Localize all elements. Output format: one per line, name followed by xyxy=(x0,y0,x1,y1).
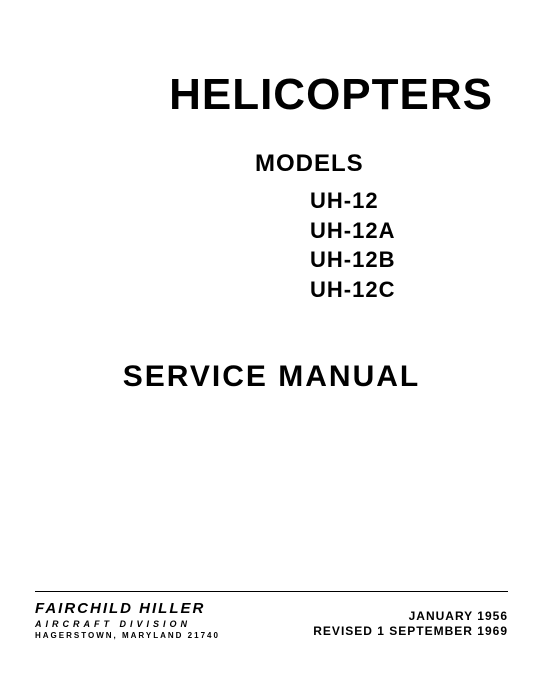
document-title: HELICOPTERS xyxy=(35,70,508,120)
model-item: UH-12C xyxy=(310,275,508,305)
models-heading: MODELS xyxy=(255,150,508,178)
footer-row: FAIRCHILD HILLER AIRCRAFT DIVISION HAGER… xyxy=(35,600,508,640)
model-list: UH-12 UH-12A UH-12B UH-12C xyxy=(310,186,508,305)
company-block: FAIRCHILD HILLER AIRCRAFT DIVISION HAGER… xyxy=(35,600,220,640)
footer: FAIRCHILD HILLER AIRCRAFT DIVISION HAGER… xyxy=(35,591,508,640)
service-manual-heading: SERVICE MANUAL xyxy=(35,360,508,394)
footer-rule xyxy=(35,591,508,592)
date-block: JANUARY 1956 REVISED 1 SEPTEMBER 1969 xyxy=(313,609,508,640)
model-item: UH-12 xyxy=(310,186,508,216)
issue-date: JANUARY 1956 xyxy=(313,609,508,625)
models-section: MODELS UH-12 UH-12A UH-12B UH-12C xyxy=(255,150,508,305)
company-name: FAIRCHILD HILLER xyxy=(35,600,220,617)
company-division: AIRCRAFT DIVISION xyxy=(35,619,220,629)
company-address: HAGERSTOWN, MARYLAND 21740 xyxy=(35,631,220,640)
revision-date: REVISED 1 SEPTEMBER 1969 xyxy=(313,624,508,640)
model-item: UH-12B xyxy=(310,245,508,275)
model-item: UH-12A xyxy=(310,216,508,246)
